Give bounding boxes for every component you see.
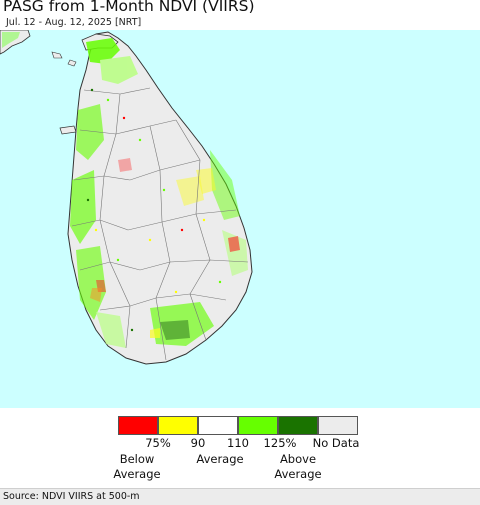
legend-tick-no-data: No Data	[312, 436, 360, 450]
legend-caption-above-line2: Average	[274, 467, 322, 481]
legend-caption-above: Above Average	[274, 452, 321, 482]
legend-tick-90: 90	[190, 436, 206, 450]
ndvi-map	[0, 30, 480, 408]
map-legend: 75% 90 110 125% No Data Below Average Av…	[0, 408, 480, 488]
map-title: PASG from 1-Month NDVI (VIIRS)	[3, 0, 255, 15]
legend-swatch-below-75	[118, 416, 158, 435]
district-boundaries	[71, 87, 249, 361]
vegetation-patches	[70, 38, 248, 348]
legend-tick-110: 110	[227, 436, 249, 450]
legend-swatch-above-125	[278, 416, 318, 435]
legend-swatch-75-90	[158, 416, 198, 435]
india-coast-vegetation	[2, 32, 20, 48]
islet	[51, 51, 63, 59]
mannar-island	[59, 125, 77, 135]
footer-bar: Source: NDVI VIIRS at 500-m	[0, 488, 480, 505]
legend-caption-below-line1: Below	[119, 452, 155, 466]
map-date-range: Jul. 12 - Aug. 12, 2025 [NRT]	[6, 17, 142, 28]
islet	[67, 59, 77, 67]
legend-swatch-no-data	[318, 416, 358, 435]
legend-caption-average: Average	[196, 452, 244, 466]
speckle-texture	[86, 88, 222, 332]
legend-caption-above-line1: Above	[279, 452, 317, 466]
legend-caption-below-line2: Average	[113, 467, 161, 481]
legend-caption-below: Below Average	[113, 452, 160, 482]
legend-tick-75: 75%	[145, 436, 171, 450]
legend-tick-125: 125%	[263, 436, 297, 450]
source-note: Source: NDVI VIIRS at 500-m	[3, 491, 140, 502]
legend-swatch-110-125	[238, 416, 278, 435]
legend-swatch-90-110	[198, 416, 238, 435]
